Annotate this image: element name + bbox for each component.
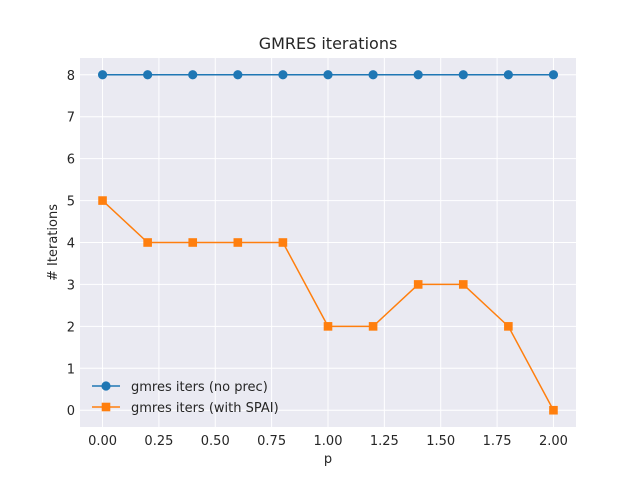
x-tick-label: 0.25 [144,434,173,449]
data-point [188,238,198,247]
x-tick-label: 1.25 [370,434,399,449]
y-tick-label: 1 [67,362,75,377]
data-point [503,70,513,80]
data-point [143,238,152,247]
data-point [548,70,559,80]
y-axis-label: # Iterations [46,204,61,281]
data-point [413,70,423,80]
y-tick-label: 5 [67,195,75,210]
data-point [458,70,468,80]
data-point [323,70,333,80]
series-0 [97,70,559,80]
y-tick-label: 4 [67,237,75,252]
legend-label: gmres iters (no prec) [131,380,268,395]
legend-marker [101,402,111,412]
x-tick-label: 1.50 [426,434,455,449]
legend-entry: gmres iters (with SPAI) [92,401,279,416]
data-point [143,70,153,80]
data-point [549,405,558,415]
data-point [323,322,333,331]
y-tick-label: 8 [67,69,75,84]
data-point [278,70,288,80]
y-tick-label: 6 [67,153,75,168]
data-point [188,70,198,80]
x-tick-label: 1.75 [483,434,512,449]
x-tick-label: 0.50 [201,434,230,449]
y-tick-label: 7 [67,111,75,126]
data-point [233,238,243,247]
data-point [458,280,468,289]
x-tick-label: 2.00 [539,434,568,449]
legend-label: gmres iters (with SPAI) [131,401,279,416]
y-tick-label: 2 [67,320,75,335]
y-tick-label: 3 [67,278,75,293]
data-point [98,196,107,205]
chart-title: GMRES iterations [259,34,398,53]
legend: gmres iters (no prec) gmres iters (with S… [92,380,279,416]
data-point [97,70,108,80]
x-axis-label: p [324,452,332,467]
legend-marker [101,381,111,391]
data-point [368,70,378,80]
data-point [278,238,288,247]
x-tick-label: 1.00 [314,434,343,449]
data-point [368,322,378,331]
y-axis-ticks: 0 1 2 3 4 5 6 7 8 [67,69,75,419]
legend-entry: gmres iters (no prec) [92,380,268,395]
data-point [504,322,513,331]
data-point [233,70,243,80]
x-axis-ticks: 0.00 0.25 0.50 0.75 1.00 1.25 1.50 1.75 2.00 [88,434,568,449]
series-1 [98,196,558,415]
series-layer [97,70,559,415]
x-tick-label: 0.75 [257,434,286,449]
y-tick-label: 0 [67,404,75,419]
data-point [413,280,423,289]
x-tick-label: 0.00 [88,434,117,449]
